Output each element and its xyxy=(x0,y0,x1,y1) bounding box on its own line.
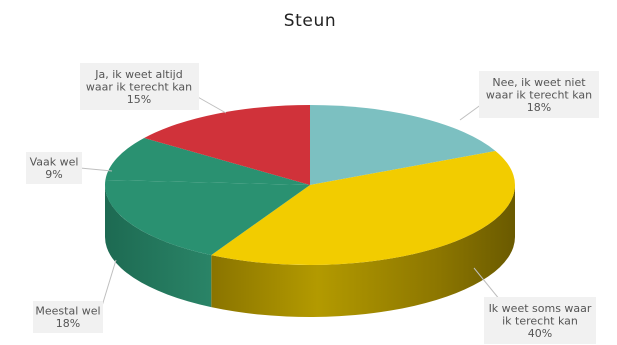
slice-percent: 9% xyxy=(45,168,62,181)
pie-slice-5 xyxy=(144,105,310,185)
slice-label-text: Ja, ik weet altijd xyxy=(94,68,182,81)
label-box xyxy=(33,301,103,333)
slice-label-text: Nee, ik weet niet xyxy=(492,76,586,89)
label-box xyxy=(479,71,599,118)
slice-percent: 18% xyxy=(56,317,80,330)
pie-side-3 xyxy=(105,185,212,308)
slice-percent: 15% xyxy=(127,93,151,106)
pie-slice-1 xyxy=(310,105,496,185)
pie-top xyxy=(104,105,515,265)
pie-side-2 xyxy=(211,185,516,317)
leader-line xyxy=(195,95,227,114)
pie-slice-3 xyxy=(104,179,310,256)
leader-line xyxy=(459,103,483,121)
slice-label-text: Vaak wel xyxy=(30,156,79,169)
label-box xyxy=(484,297,596,344)
pie-side xyxy=(105,185,516,317)
slice-label-text: waar ik terecht kan xyxy=(486,88,592,101)
slice-percent: 18% xyxy=(527,101,551,114)
leader-line xyxy=(79,167,113,172)
chart-title: Steun xyxy=(284,11,336,31)
pie-slice-2 xyxy=(211,150,515,265)
label-box xyxy=(26,152,82,184)
slice-label-text: waar ik terecht kan xyxy=(86,80,192,93)
leader-line xyxy=(473,267,501,301)
slice-label-text: Ik weet soms waar xyxy=(489,302,592,315)
slice-label-text: Meestal wel xyxy=(35,305,100,318)
slice-percent: 40% xyxy=(528,327,552,340)
leader-line xyxy=(101,259,117,307)
pie-slice-4 xyxy=(105,137,311,185)
label-box xyxy=(80,63,199,110)
slice-label-text: ik terecht kan xyxy=(502,314,578,327)
